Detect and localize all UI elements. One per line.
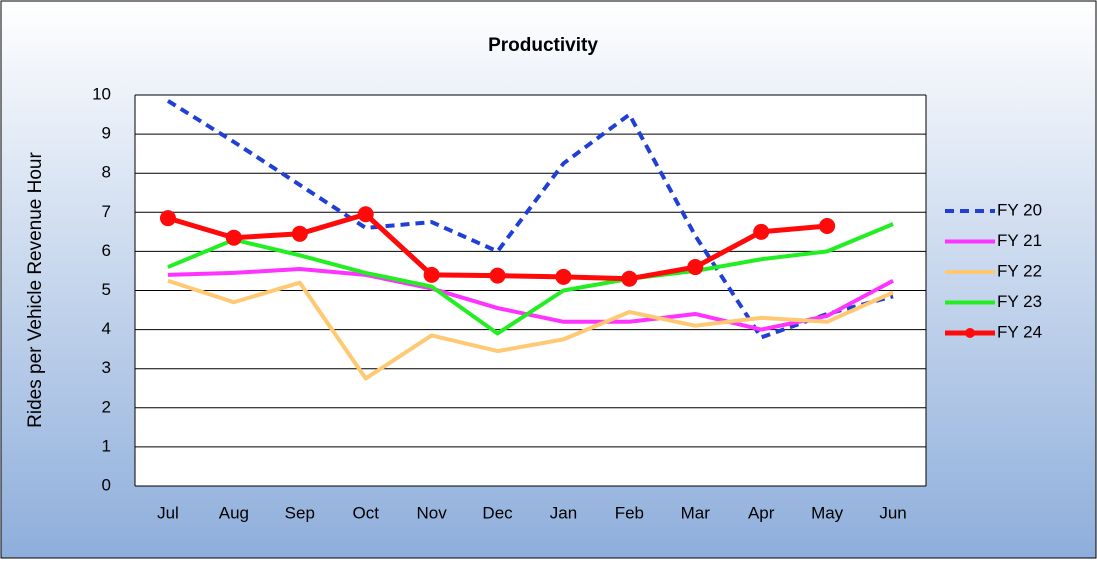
point-marker [621,270,638,287]
legend-label: FY 21 [997,231,1042,250]
y-tick-label: 2 [102,397,111,416]
point-marker [423,266,440,283]
y-tick-label: 5 [102,280,111,299]
x-tick-label: Aug [219,503,249,522]
y-tick-label: 8 [102,163,111,182]
y-tick-label: 6 [102,241,111,260]
y-tick-label: 3 [102,358,111,377]
point-marker [555,268,572,285]
legend-label: FY 23 [997,292,1042,311]
point-marker [753,223,770,240]
x-tick-label: Jan [550,503,577,522]
x-tick-label: Sep [285,503,315,522]
point-marker [489,267,506,284]
series-line [167,278,894,381]
y-tick-label: 10 [92,84,111,103]
y-tick-label: 0 [102,475,111,494]
x-tick-label: Dec [482,503,513,522]
x-tick-label: Nov [417,503,448,522]
x-tick-label: Mar [681,503,711,522]
x-tick-label: Oct [352,503,379,522]
point-marker [357,206,374,223]
y-tick-label: 9 [102,124,111,143]
legend-label: FY 24 [997,322,1042,341]
legend-label: FY 22 [997,261,1042,280]
legend-label: FY 20 [997,200,1042,219]
x-tick-label: Feb [615,503,644,522]
series-line [166,99,894,340]
x-tick-label: Jul [157,503,179,522]
x-tick-label: May [811,503,844,522]
y-axis-label: Rides per Vehicle Revenue Hour [25,152,46,428]
x-tick-label: Jun [879,503,906,522]
y-tick-label: 7 [102,202,111,221]
y-tick-label: 1 [102,436,111,455]
series-line [167,222,894,336]
chart-title: Productivity [488,35,598,56]
point-marker [819,217,836,234]
y-tick-label: 4 [102,319,111,338]
point-marker [225,229,242,246]
point-marker [291,225,308,242]
series-line [167,266,894,332]
point-marker [159,210,176,227]
point-marker [687,259,704,276]
legend-marker [965,328,975,338]
x-tick-label: Apr [748,503,775,522]
